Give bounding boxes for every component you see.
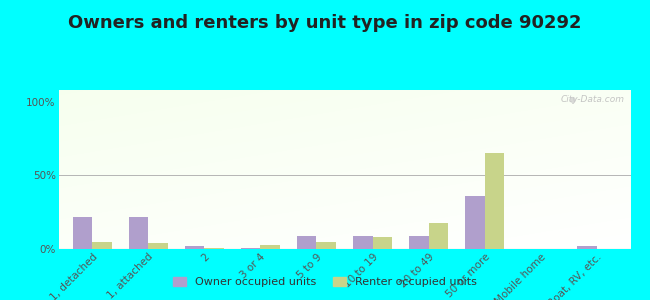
Bar	[577, 246, 597, 249]
Bar	[240, 248, 261, 249]
Bar	[465, 196, 485, 249]
Bar	[297, 236, 317, 249]
Bar	[261, 244, 280, 249]
Bar	[409, 236, 428, 249]
Text: City-Data.com: City-Data.com	[561, 95, 625, 104]
Bar	[485, 153, 504, 249]
Text: Owners and renters by unit type in zip code 90292: Owners and renters by unit type in zip c…	[68, 14, 582, 32]
Bar	[317, 242, 336, 249]
Text: ●: ●	[569, 95, 576, 104]
Bar	[372, 237, 392, 249]
Bar	[92, 242, 112, 249]
Bar	[204, 248, 224, 249]
Bar	[185, 246, 204, 249]
Bar	[148, 243, 168, 249]
Bar	[428, 223, 448, 249]
Bar	[73, 217, 92, 249]
Bar	[353, 236, 372, 249]
Legend: Owner occupied units, Renter occupied units: Owner occupied units, Renter occupied un…	[168, 272, 482, 291]
Bar	[129, 217, 148, 249]
